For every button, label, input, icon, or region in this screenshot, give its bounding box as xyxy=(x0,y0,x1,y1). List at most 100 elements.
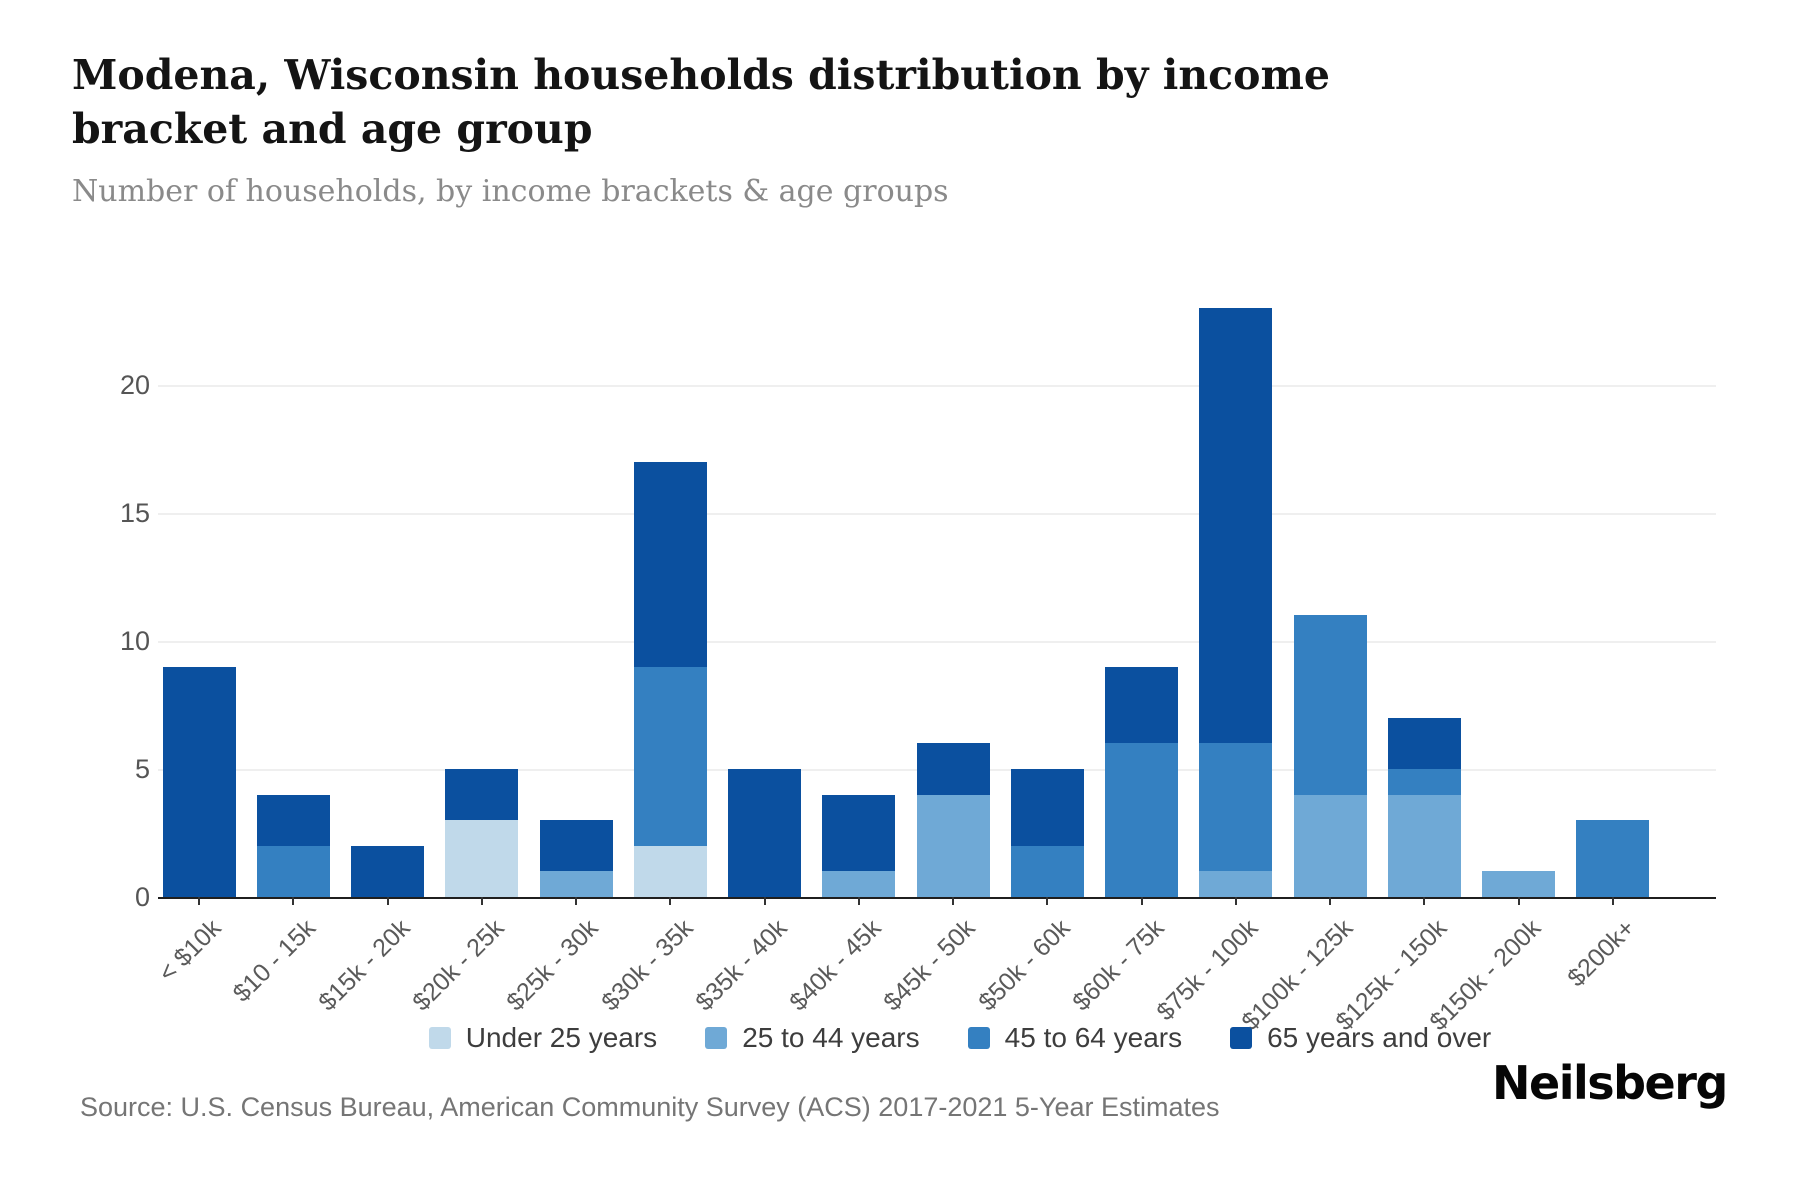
legend-item[interactable]: 45 to 64 years xyxy=(967,1022,1183,1054)
bar-segment[interactable] xyxy=(1010,769,1084,846)
bar-segment[interactable] xyxy=(728,769,802,897)
x-axis-line xyxy=(158,897,1716,899)
bar xyxy=(728,769,802,897)
y-axis-tick-label: 15 xyxy=(119,498,150,528)
x-axis-tick-label: $15k - 20k xyxy=(313,914,416,1017)
bar-segment[interactable] xyxy=(1010,845,1084,897)
x-axis-tick xyxy=(669,897,672,905)
bar-segment[interactable] xyxy=(633,666,707,846)
legend-swatch xyxy=(1230,1027,1253,1049)
bar-segment[interactable] xyxy=(916,794,990,897)
bar xyxy=(916,743,990,897)
bar-segment[interactable] xyxy=(256,794,330,846)
bar-segment[interactable] xyxy=(1105,666,1179,744)
x-axis-tick xyxy=(292,897,295,905)
x-axis-tick xyxy=(763,897,766,905)
bar-segment[interactable] xyxy=(539,820,613,872)
bar xyxy=(1199,308,1273,897)
gridline xyxy=(158,641,1716,643)
bar-segment[interactable] xyxy=(445,820,519,897)
legend-label: 45 to 64 years xyxy=(1004,1022,1183,1053)
x-axis-tick xyxy=(857,897,860,905)
bar xyxy=(1293,615,1367,897)
source-note: Source: U.S. Census Bureau, American Com… xyxy=(80,1092,1220,1122)
bar-segment[interactable] xyxy=(633,461,707,667)
x-axis-tick-label: < $10k xyxy=(153,914,227,988)
legend-item[interactable]: Under 25 years xyxy=(428,1022,658,1054)
x-axis-tick xyxy=(1423,897,1426,905)
legend: Under 25 years 25 to 44 years 45 to 64 yea… xyxy=(0,1022,1800,1054)
x-axis-tick xyxy=(952,897,955,905)
x-axis-tick-label: $30k - 35k xyxy=(595,914,699,1017)
x-axis-tick-label: $50k - 60k xyxy=(972,914,1076,1017)
x-axis-tick xyxy=(1517,897,1520,905)
bar-segment[interactable] xyxy=(1199,743,1273,872)
x-axis-tick xyxy=(1234,897,1237,905)
bar-segment[interactable] xyxy=(351,845,425,897)
bar-segment[interactable] xyxy=(1387,717,1461,770)
bar-segment[interactable] xyxy=(822,794,896,872)
y-axis-tick-label: 10 xyxy=(119,626,150,656)
bar xyxy=(539,820,613,897)
bar xyxy=(1576,820,1650,897)
bar xyxy=(445,769,519,897)
x-axis-tick xyxy=(1046,897,1049,905)
x-axis-tick-label: $45k - 50k xyxy=(878,914,981,1017)
bar-segment[interactable] xyxy=(1482,871,1556,897)
gridline xyxy=(158,385,1716,387)
bar xyxy=(822,794,896,897)
x-axis-tick xyxy=(1329,897,1332,905)
y-axis-tick-label: 5 xyxy=(134,754,150,784)
gridline xyxy=(158,513,1716,515)
bar xyxy=(633,461,707,897)
legend-item[interactable]: 65 years and over xyxy=(1230,1022,1491,1054)
legend-swatch xyxy=(428,1027,451,1049)
bar-segment[interactable] xyxy=(633,845,707,897)
bar-segment[interactable] xyxy=(1576,820,1650,897)
x-axis-tick-label: $25k - 30k xyxy=(501,914,604,1017)
legend-label: 25 to 44 years xyxy=(742,1022,920,1053)
chart-title: Modena, Wisconsin households distributio… xyxy=(72,51,1330,154)
x-axis-tick-label: $200k+ xyxy=(1562,914,1641,993)
neilsberg-logo[interactable]: Neilsberg xyxy=(1492,1056,1728,1110)
bar-segment[interactable] xyxy=(1387,769,1461,795)
bar-segment[interactable] xyxy=(916,743,990,795)
x-axis-tick xyxy=(198,897,201,905)
bar-segment[interactable] xyxy=(1105,743,1179,897)
bar xyxy=(1010,769,1084,897)
y-axis-tick-label: 20 xyxy=(119,370,150,400)
x-axis-tick-label: $10 - 15k xyxy=(227,914,322,1008)
y-axis-tick-label: 0 xyxy=(134,882,150,912)
bar-segment[interactable] xyxy=(1387,794,1461,897)
chart-subtitle: Number of households, by income brackets… xyxy=(72,174,949,209)
bar xyxy=(351,845,425,897)
x-axis-tick xyxy=(1611,897,1614,905)
bar xyxy=(1482,871,1556,897)
bar xyxy=(1387,717,1461,897)
bar xyxy=(162,666,236,897)
x-axis-tick-label: $40k - 45k xyxy=(784,914,887,1017)
legend-label: Under 25 years xyxy=(465,1022,658,1053)
legend-swatch xyxy=(705,1027,728,1049)
legend-item[interactable]: 25 to 44 years xyxy=(705,1022,920,1054)
x-axis-tick-label: $35k - 40k xyxy=(690,914,793,1017)
bar xyxy=(256,794,330,897)
bar xyxy=(1105,666,1179,897)
bar-segment[interactable] xyxy=(445,769,519,821)
bar-segment[interactable] xyxy=(162,666,236,897)
bar-segment[interactable] xyxy=(1293,615,1367,795)
bar-segment[interactable] xyxy=(539,871,613,897)
x-axis-tick xyxy=(1140,897,1143,905)
bar-segment[interactable] xyxy=(256,845,330,897)
x-axis-tick xyxy=(575,897,578,905)
bar-segment[interactable] xyxy=(822,871,896,897)
bar-segment[interactable] xyxy=(1293,794,1367,897)
x-axis-tick-label: $20k - 25k xyxy=(407,914,510,1017)
bar-segment[interactable] xyxy=(1199,871,1273,897)
legend-label: 65 years and over xyxy=(1267,1022,1492,1053)
bar-segment[interactable] xyxy=(1199,308,1273,744)
x-axis-tick xyxy=(480,897,483,905)
x-axis-tick xyxy=(386,897,389,905)
